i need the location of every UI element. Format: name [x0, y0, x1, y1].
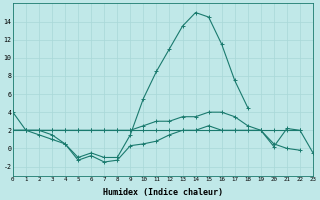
- X-axis label: Humidex (Indice chaleur): Humidex (Indice chaleur): [103, 188, 223, 197]
